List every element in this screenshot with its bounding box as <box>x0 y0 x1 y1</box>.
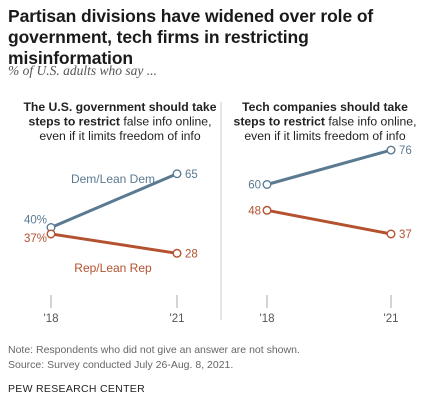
panel-title-line: steps to restrict false info online, <box>29 115 212 129</box>
data-label: 37% <box>24 233 47 245</box>
data-label: 28 <box>185 248 198 260</box>
data-point-dem <box>262 179 272 189</box>
series-line-rep <box>50 232 178 255</box>
series-name-dem: Dem/Lean Dem <box>71 172 155 186</box>
panel-title-line: even if it limits freedom of info <box>39 129 200 143</box>
series-line-rep <box>266 208 392 236</box>
data-point-rep <box>46 229 56 239</box>
x-tick-label: '18 <box>44 313 59 325</box>
panel-title-line: The U.S. government should take <box>23 100 216 114</box>
data-point-rep <box>386 229 396 239</box>
panel-title-line: even if it limits freedom of info <box>244 129 405 143</box>
data-label: 48 <box>248 205 261 217</box>
series-name-rep: Rep/Lean Rep <box>74 261 152 275</box>
x-tick-label: '21 <box>170 313 185 325</box>
data-label: 60 <box>248 180 261 192</box>
data-label: 65 <box>185 169 198 181</box>
data-point-dem <box>386 145 396 155</box>
series-line-dem <box>266 148 392 186</box>
x-tick-label: '18 <box>260 313 275 325</box>
note-text: Note: Respondents who did not give an an… <box>8 344 300 356</box>
data-label: 40% <box>24 215 47 227</box>
chart-title: Partisan divisions have widened over rol… <box>8 6 374 68</box>
panel-title-line: steps to restrict false info online, <box>234 115 417 129</box>
data-label: 76 <box>399 145 412 157</box>
x-tick-label: '21 <box>384 313 399 325</box>
source-text: Source: Survey conducted July 26-Aug. 8,… <box>8 359 234 371</box>
data-label: 37 <box>399 229 412 241</box>
chart-subtitle: % of U.S. adults who say ... <box>8 63 157 78</box>
data-point-rep <box>262 205 272 215</box>
panel-title-line: Tech companies should take <box>242 100 408 114</box>
data-point-dem <box>172 169 182 179</box>
source-org: PEW RESEARCH CENTER <box>8 383 145 395</box>
data-point-rep <box>172 248 182 258</box>
series-line-dem <box>50 172 178 229</box>
